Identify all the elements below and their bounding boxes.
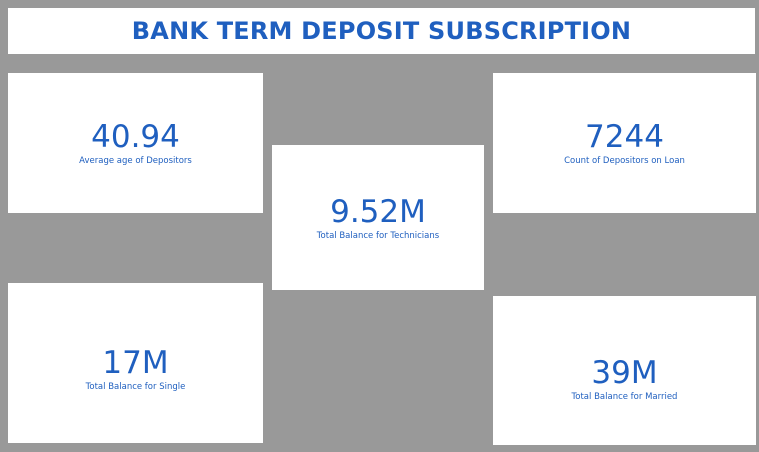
kpi-label-married-balance: Total Balance for Married (571, 391, 678, 402)
kpi-value-depositors-on-loan: 7244 (585, 119, 664, 155)
kpi-value-married-balance: 39M (591, 354, 658, 391)
kpi-value-average-age: 40.94 (91, 119, 180, 155)
kpi-value-technicians-balance: 9.52M (330, 193, 426, 230)
kpi-card-average-age[interactable]: 40.94 Average age of Depositors (8, 73, 263, 213)
dashboard-title: BANK TERM DEPOSIT SUBSCRIPTION (131, 17, 632, 45)
kpi-label-depositors-on-loan: Count of Depositors on Loan (564, 156, 685, 166)
kpi-label-average-age: Average age of Depositors (79, 156, 192, 166)
kpi-label-technicians-balance: Total Balance for Technicians (316, 230, 440, 241)
kpi-card-content: 39M Total Balance for Married (572, 356, 678, 402)
kpi-value-single-balance: 17M (102, 345, 169, 381)
kpi-card-content: 17M Total Balance for Single (86, 346, 186, 392)
kpi-card-content: 7244 Count of Depositors on Loan (564, 120, 685, 166)
kpi-card-depositors-on-loan[interactable]: 7244 Count of Depositors on Loan (493, 73, 756, 213)
kpi-card-content: 40.94 Average age of Depositors (79, 120, 192, 166)
kpi-card-technicians-balance[interactable]: 9.52M Total Balance for Technicians (272, 145, 484, 290)
kpi-card-content: 9.52M Total Balance for Technicians (317, 195, 439, 241)
kpi-card-single-balance[interactable]: 17M Total Balance for Single (8, 283, 263, 443)
title-bar: BANK TERM DEPOSIT SUBSCRIPTION (8, 8, 755, 54)
kpi-card-married-balance[interactable]: 39M Total Balance for Married (493, 296, 756, 445)
kpi-label-single-balance: Total Balance for Single (85, 382, 186, 392)
